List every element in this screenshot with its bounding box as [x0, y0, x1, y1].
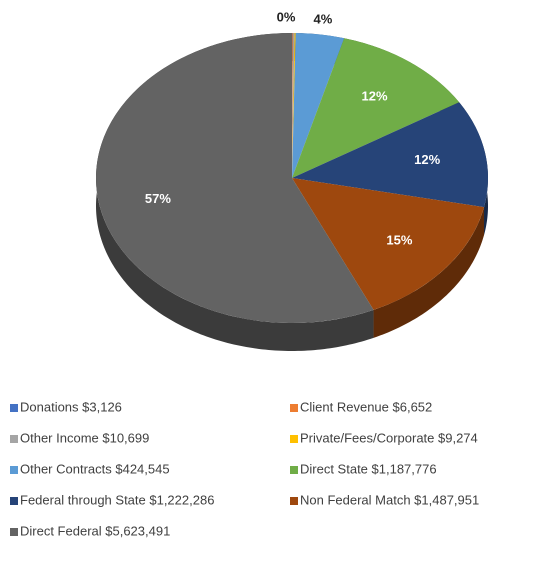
legend-swatch [10, 528, 18, 536]
legend-label: Client Revenue $6,652 [300, 399, 432, 414]
legend-swatch [290, 435, 298, 443]
data-label: 15% [386, 233, 412, 248]
legend-swatch [10, 435, 18, 443]
data-label: 12% [414, 152, 440, 167]
legend-swatch [290, 497, 298, 505]
legend-swatch [290, 404, 298, 412]
legend-label: Non Federal Match $1,487,951 [300, 492, 479, 507]
data-label: 0% [277, 9, 296, 24]
legend-label: Other Income $10,699 [20, 430, 149, 445]
legend-label: Private/Fees/Corporate $9,274 [300, 430, 478, 445]
legend-label: Donations $3,126 [20, 399, 122, 414]
legend-swatch [10, 466, 18, 474]
legend-swatch [10, 497, 18, 505]
data-label: 57% [145, 191, 171, 206]
data-label: 12% [361, 88, 387, 103]
legend-label: Federal through State $1,222,286 [20, 492, 214, 507]
data-label: 4% [314, 12, 333, 27]
legend-swatch [10, 404, 18, 412]
legend-label: Direct Federal $5,623,491 [20, 523, 170, 538]
legend-label: Direct State $1,187,776 [300, 461, 437, 476]
legend-swatch [290, 466, 298, 474]
legend-label: Other Contracts $424,545 [20, 461, 170, 476]
